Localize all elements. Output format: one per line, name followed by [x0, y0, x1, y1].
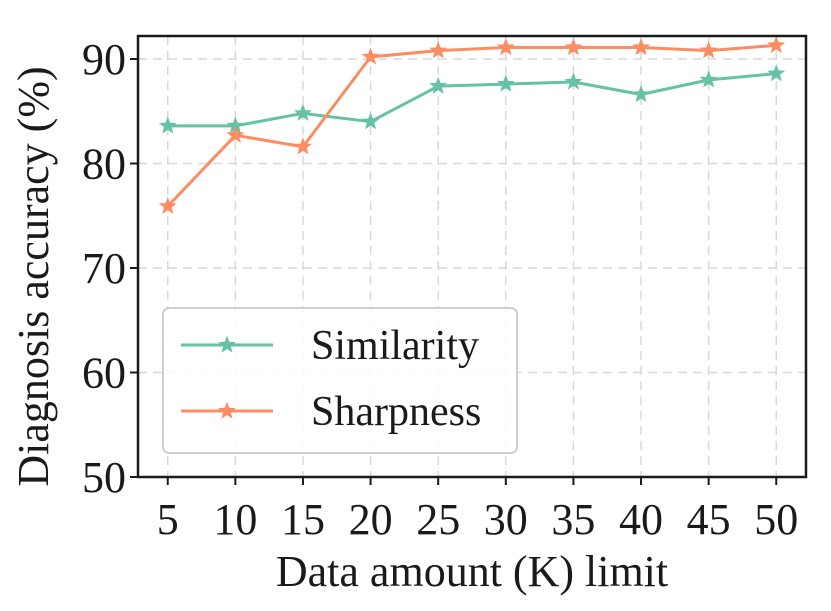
data-point-similarity [158, 116, 177, 134]
y-axis: 50 60 70 80 90 [82, 35, 138, 502]
data-point-similarity [699, 70, 718, 88]
data-point-sharpness [632, 38, 650, 56]
data-point-similarity [429, 76, 448, 94]
x-axis-label: Data amount (K) limit [276, 547, 668, 596]
data-point-similarity [767, 64, 786, 82]
data-point-sharpness [158, 196, 177, 214]
x-tick-label: 10 [213, 495, 257, 544]
x-tick-label: 40 [619, 495, 663, 544]
series-line-similarity [167, 72, 777, 128]
data-point-similarity [564, 72, 583, 90]
y-tick-label: 50 [82, 453, 126, 502]
legend-label-sharpness: Sharpness [311, 389, 481, 435]
y-tick-label: 60 [82, 348, 126, 397]
data-point-similarity [632, 85, 650, 103]
y-tick-label: 70 [82, 244, 126, 293]
data-point-sharpness [226, 125, 245, 143]
x-tick-label: 30 [484, 495, 528, 544]
x-tick-label: 35 [551, 495, 595, 544]
x-tick-label: 25 [416, 495, 460, 544]
data-point-sharpness [496, 38, 515, 56]
x-tick-label: 50 [754, 495, 798, 544]
x-tick-label: 15 [281, 495, 325, 544]
data-point-sharpness [361, 47, 380, 65]
y-tick-label: 80 [82, 139, 126, 188]
data-point-sharpness [294, 137, 312, 155]
legend: Similarity Sharpness [162, 307, 518, 454]
data-point-sharpness [767, 36, 786, 54]
data-point-sharpness [699, 41, 718, 59]
data-point-sharpness [564, 38, 583, 56]
x-axis: 5 10 15 20 25 30 35 40 45 50 [157, 477, 798, 544]
x-tick-label: 5 [157, 495, 179, 544]
plot-frame [136, 34, 808, 479]
x-tick-label: 20 [349, 495, 393, 544]
data-point-similarity [294, 103, 312, 121]
series-line-sharpness [166, 43, 777, 208]
data-point-similarity [496, 74, 515, 92]
legend-marker-sharpness [218, 401, 236, 419]
series-layer [158, 36, 786, 214]
legend-marker-similarity [218, 335, 236, 353]
x-tick-label: 45 [687, 495, 731, 544]
y-axis-label: Diagnosis accuracy (%) [9, 66, 58, 486]
y-tick-label: 90 [82, 35, 126, 84]
data-point-similarity [361, 112, 380, 130]
legend-label-similarity: Similarity [311, 323, 479, 369]
data-point-sharpness [429, 41, 448, 59]
